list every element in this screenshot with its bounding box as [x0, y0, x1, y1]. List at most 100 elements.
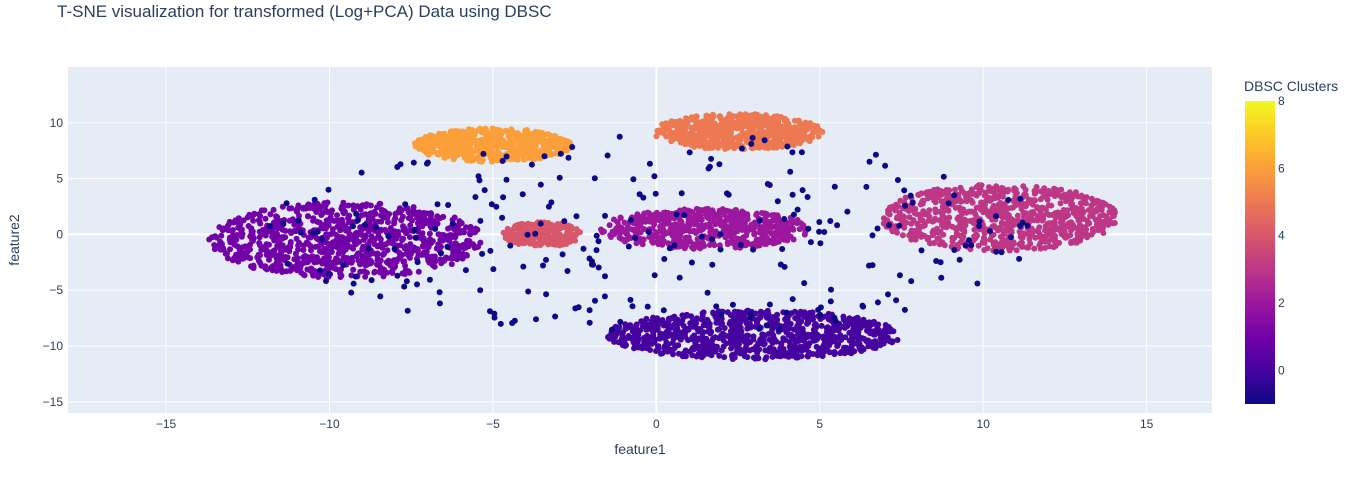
- data-point: [696, 128, 703, 135]
- data-point: [499, 214, 506, 221]
- data-point: [995, 186, 1002, 193]
- data-point: [738, 336, 745, 343]
- data-point: [436, 300, 443, 307]
- data-point: [699, 310, 706, 317]
- data-point: [513, 237, 520, 244]
- data-point: [747, 311, 754, 318]
- data-point: [701, 135, 707, 142]
- data-point: [287, 244, 294, 251]
- data-point: [560, 236, 567, 242]
- data-point: [1049, 235, 1056, 242]
- data-point: [471, 244, 478, 251]
- data-point: [918, 247, 925, 254]
- data-point: [371, 268, 378, 275]
- data-point: [339, 219, 346, 225]
- data-point: [744, 239, 751, 246]
- data-point: [761, 332, 768, 339]
- data-point: [814, 332, 821, 339]
- data-point: [343, 227, 349, 234]
- data-point: [476, 177, 483, 184]
- data-point: [688, 219, 695, 226]
- data-point: [951, 247, 958, 253]
- data-point: [673, 330, 679, 336]
- data-point: [885, 324, 892, 330]
- data-point: [992, 239, 999, 246]
- data-point: [644, 326, 651, 333]
- data-point: [781, 222, 787, 229]
- data-point: [363, 269, 370, 276]
- data-point: [533, 316, 539, 323]
- data-point: [731, 208, 738, 215]
- data-point: [907, 192, 914, 199]
- data-point: [217, 238, 224, 245]
- data-point: [838, 337, 845, 343]
- data-point: [479, 250, 486, 257]
- data-point: [973, 192, 980, 199]
- data-point: [708, 218, 714, 225]
- data-point: [630, 176, 637, 183]
- data-point: [257, 260, 264, 266]
- data-point: [598, 226, 604, 233]
- data-point: [229, 257, 236, 264]
- data-point: [378, 240, 385, 247]
- data-point: [952, 204, 959, 211]
- data-point: [853, 323, 860, 330]
- data-point: [939, 212, 946, 219]
- data-point: [548, 240, 555, 247]
- data-point: [633, 215, 640, 222]
- data-point: [1016, 255, 1023, 262]
- data-point: [378, 212, 384, 219]
- data-point: [273, 230, 280, 237]
- data-point: [797, 335, 804, 342]
- data-point: [360, 236, 367, 243]
- data-point: [1067, 232, 1074, 239]
- data-point: [738, 145, 745, 152]
- data-point: [875, 321, 882, 328]
- data-point: [311, 196, 318, 203]
- data-point: [1031, 187, 1038, 194]
- data-point: [669, 121, 676, 127]
- data-point: [543, 256, 549, 263]
- data-point: [645, 228, 652, 235]
- data-point: [297, 264, 304, 271]
- data-point: [429, 253, 436, 260]
- data-point: [635, 220, 642, 227]
- data-point: [416, 145, 423, 152]
- data-point: [385, 239, 392, 246]
- data-point: [987, 228, 993, 235]
- data-point: [676, 274, 683, 281]
- data-point: [756, 217, 763, 224]
- data-point: [1028, 209, 1035, 216]
- data-point: [660, 307, 667, 314]
- data-point: [749, 346, 756, 353]
- data-point: [371, 241, 378, 248]
- data-point: [740, 351, 747, 357]
- data-point: [651, 316, 658, 323]
- data-point: [289, 216, 296, 223]
- data-point: [1040, 187, 1047, 194]
- data-point: [783, 329, 790, 336]
- colorbar-tick-label: 0: [1278, 363, 1285, 377]
- data-point: [739, 208, 746, 215]
- data-point: [565, 154, 572, 161]
- data-point: [973, 184, 980, 190]
- data-point: [693, 214, 700, 221]
- data-point: [472, 225, 479, 232]
- data-point: [352, 273, 359, 280]
- data-point: [1031, 197, 1038, 204]
- data-point: [317, 205, 323, 212]
- data-point: [926, 207, 933, 214]
- data-point: [425, 217, 431, 224]
- data-point: [989, 223, 996, 230]
- data-point: [724, 239, 731, 246]
- data-point: [783, 318, 790, 325]
- data-point: [1017, 223, 1024, 229]
- data-point: [280, 268, 287, 275]
- data-point: [781, 216, 788, 222]
- data-point: [713, 129, 720, 136]
- data-point: [721, 325, 728, 331]
- data-point: [1023, 215, 1030, 222]
- data-point: [726, 111, 733, 118]
- data-point: [776, 326, 782, 333]
- data-point: [860, 303, 867, 310]
